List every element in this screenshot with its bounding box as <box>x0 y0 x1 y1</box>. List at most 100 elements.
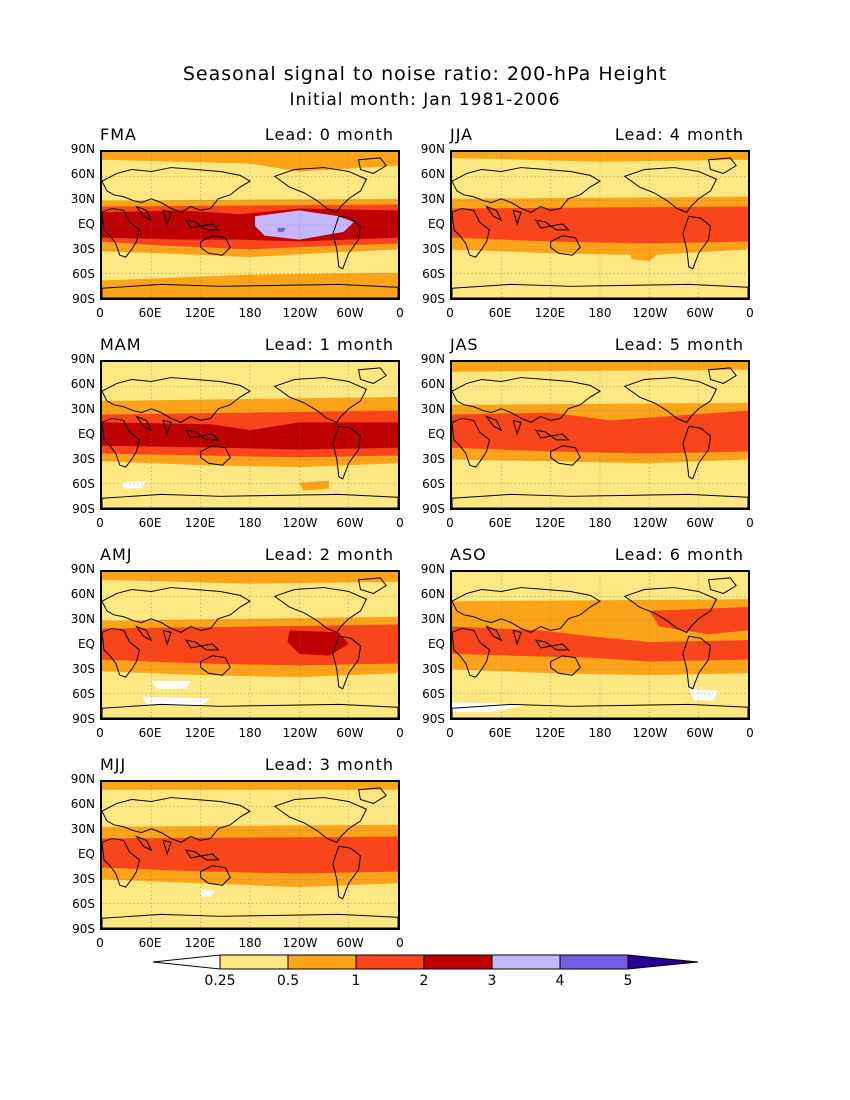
y-tick-label: 60N <box>70 167 95 181</box>
x-tick-label: 60W <box>686 306 714 320</box>
y-tick-label: 90S <box>72 712 95 726</box>
y-tick-label: EQ <box>77 217 95 231</box>
coastline <box>452 627 491 678</box>
y-tick-label: 90N <box>70 142 95 156</box>
field-contour <box>649 607 748 635</box>
x-tick-label: 60W <box>336 726 364 740</box>
field-contour <box>277 227 286 232</box>
y-tick-label: 90N <box>420 352 445 366</box>
coastline <box>102 283 398 298</box>
coastline <box>102 377 251 423</box>
y-tick-label: 30S <box>422 242 445 256</box>
colorbar-bin-0.25-0.5 <box>219 954 289 970</box>
y-tick-label: 90N <box>70 352 95 366</box>
coastline <box>135 415 172 436</box>
map-area <box>450 360 750 510</box>
map-panel-jas: JAS Lead: 5 month 90N 60N 30N EQ 30S 60S 90S 0 60E… <box>421 335 754 530</box>
coastline <box>534 219 570 231</box>
map-svg <box>102 572 398 718</box>
x-tick-label: 0 <box>746 306 754 320</box>
figure-subtitle: Initial month: Jan 1981-2006 <box>289 90 561 110</box>
field-contour <box>299 480 329 491</box>
y-tick-label: EQ <box>427 217 445 231</box>
x-tick-label: 0 <box>96 936 104 950</box>
y-tick-label: 60N <box>420 167 445 181</box>
colorbar-label-5: 5 <box>623 973 633 989</box>
coastline <box>550 445 581 466</box>
x-tick-label: 120E <box>184 516 216 530</box>
x-tick-label: 0 <box>446 726 454 740</box>
map-area <box>450 150 750 300</box>
coastline <box>707 157 737 174</box>
x-tick-label: 180 <box>238 936 262 950</box>
coastline <box>273 377 368 423</box>
coastline <box>623 587 718 633</box>
map-panel-amj: AMJ Lead: 2 month 90N 60N 30N EQ 30S 60S 90S 0 60E… <box>71 545 404 740</box>
x-tick-label: 0 <box>396 936 404 950</box>
y-tick-label: EQ <box>427 427 445 441</box>
x-tick-label: 120W <box>282 516 318 530</box>
panel-lead-label: Lead: 0 month <box>264 125 394 144</box>
x-tick-label: 60W <box>336 306 364 320</box>
x-tick-label: 0 <box>96 516 104 530</box>
field-contour <box>102 782 398 790</box>
y-tick-label: 30S <box>72 662 95 676</box>
map-panel-jja: JJA Lead: 4 month 90N 60N 30N EQ 30S 60S 90S 0 60E… <box>421 125 754 320</box>
field-contour <box>452 626 748 662</box>
y-tick-label: 60S <box>72 477 95 491</box>
map-svg <box>102 782 398 928</box>
x-tick-label: 60E <box>488 516 512 530</box>
panel-lead-label: Lead: 3 month <box>264 755 394 774</box>
y-tick-label: EQ <box>77 637 95 651</box>
map-area <box>100 570 400 720</box>
x-tick-label: 60W <box>336 516 364 530</box>
x-tick-label: 60W <box>686 516 714 530</box>
coastline <box>184 849 220 861</box>
coastline <box>357 787 387 804</box>
field-contour <box>121 480 147 489</box>
coastline <box>273 587 368 633</box>
coastline <box>102 167 251 213</box>
panel-season-label: JJA <box>450 125 474 144</box>
coastline <box>452 417 491 468</box>
coastline <box>200 445 231 466</box>
y-tick-label: 60S <box>422 267 445 281</box>
coastline <box>200 235 231 256</box>
y-tick-label: EQ <box>77 847 95 861</box>
colorbar-bin-2-3 <box>423 954 493 970</box>
coastline <box>332 425 362 480</box>
coastline <box>357 367 387 384</box>
panel-lead-label: Lead: 6 month <box>614 545 744 564</box>
panel-season-label: JAS <box>450 335 479 354</box>
y-tick-label: EQ <box>77 427 95 441</box>
coastline <box>102 797 251 843</box>
colorbar-high-arrow <box>627 954 699 970</box>
panel-season-label: MJJ <box>100 755 127 774</box>
coastline <box>102 627 141 678</box>
coastline <box>682 215 712 270</box>
map-panel-fma: FMA Lead: 0 month 90N 60N 30N EQ 30S 60S 90S 0 60E… <box>71 125 404 320</box>
y-tick-label: 60S <box>72 897 95 911</box>
x-tick-label: 60W <box>336 936 364 950</box>
x-tick-label: 120W <box>632 726 668 740</box>
coastline <box>135 205 172 226</box>
coastline <box>102 417 141 468</box>
y-tick-label: 90S <box>72 502 95 516</box>
y-tick-label: 60S <box>422 477 445 491</box>
y-tick-label: 60N <box>70 587 95 601</box>
y-tick-label: 90N <box>420 562 445 576</box>
field-contour <box>102 152 398 172</box>
coastline <box>200 655 231 676</box>
coastline <box>452 377 601 423</box>
coastline <box>102 837 141 888</box>
x-tick-label: 0 <box>746 516 754 530</box>
y-tick-label: EQ <box>427 637 445 651</box>
y-tick-label: 60N <box>420 587 445 601</box>
y-tick-label: 90S <box>422 502 445 516</box>
panel-season-label: ASO <box>450 545 487 564</box>
x-tick-label: 0 <box>96 306 104 320</box>
y-tick-label: 30N <box>420 612 445 626</box>
coastline <box>102 703 398 718</box>
y-tick-label: 60N <box>420 377 445 391</box>
y-tick-label: 30S <box>72 872 95 886</box>
